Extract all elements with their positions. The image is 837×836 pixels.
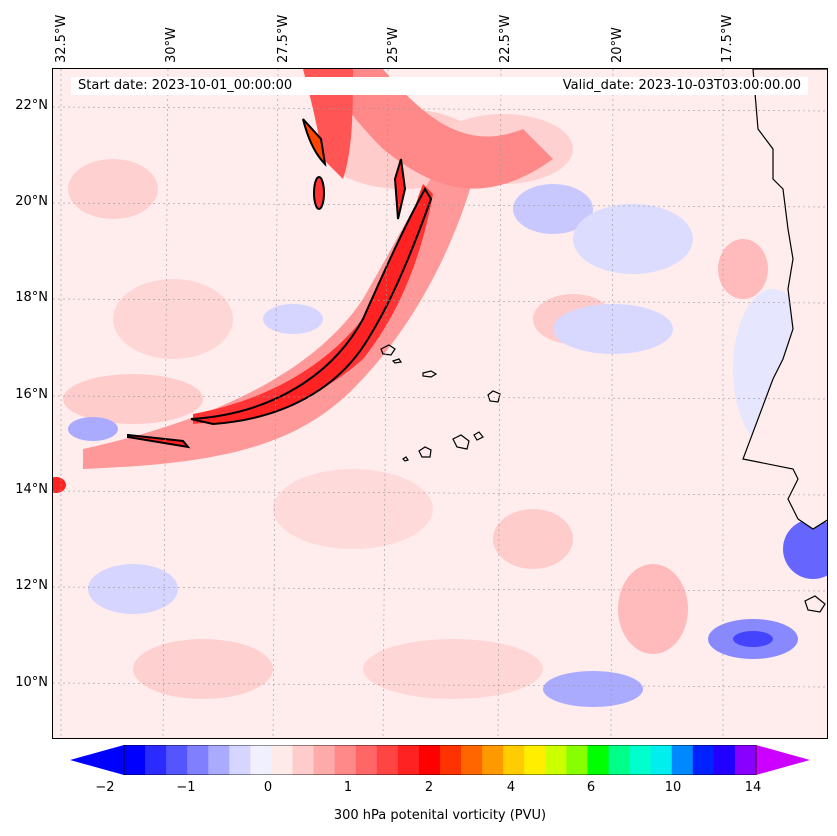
- lon-label-25w: 25°W: [386, 27, 401, 63]
- colorbar-swatch: [692, 745, 715, 775]
- colorbar-swatch: [418, 745, 441, 775]
- pv-streamer: [53, 69, 553, 493]
- colorbar-tick-3: 1: [343, 780, 353, 795]
- colorbar-swatch: [145, 745, 167, 775]
- colorbar-swatch: [587, 745, 610, 775]
- map-panel: [52, 68, 828, 739]
- pv-contour-map: [53, 69, 827, 738]
- colorbar-swatch: [271, 745, 294, 775]
- colorbar-tick-2: 0: [263, 780, 273, 795]
- colorbar-swatch: [208, 745, 230, 775]
- colorbar-tick-7: 10: [664, 780, 682, 795]
- africa-coastline: [742, 69, 827, 530]
- colorbar-swatch: [482, 745, 504, 775]
- colorbar-swatch: [376, 745, 399, 775]
- lat-label-20n: 20°N: [15, 194, 48, 209]
- colorbar-swatch: [187, 745, 209, 775]
- colorbar-swatch: [461, 745, 483, 775]
- colorbar-tick-5: 4: [506, 780, 516, 795]
- lat-label-16n: 16°N: [15, 387, 48, 402]
- lon-label-20w: 20°W: [610, 27, 625, 63]
- start-date-text: Start date: 2023-10-01_00:00:00: [78, 78, 293, 93]
- colorbar-swatch: [397, 745, 420, 775]
- colorbar-tick-4: 2: [424, 780, 434, 795]
- lon-label-30w: 30°W: [164, 27, 179, 63]
- lat-label-10n: 10°N: [15, 675, 48, 690]
- colorbar-swatch: [292, 745, 315, 775]
- map-gridlines: [53, 69, 827, 738]
- colorbar-swatches: [124, 745, 757, 775]
- colorbar-swatch: [524, 745, 546, 775]
- colorbar-tick-6: 6: [586, 780, 596, 795]
- colorbar-swatch: [229, 745, 251, 775]
- lat-label-14n: 14°N: [15, 482, 48, 497]
- colorbar-extend-high: [756, 745, 810, 775]
- colorbar-swatch: [734, 745, 757, 775]
- colorbar-swatch: [629, 745, 652, 775]
- colorbar-tick-0: −2: [95, 780, 115, 795]
- colorbar-swatch: [313, 745, 336, 775]
- lon-label-17-5w: 17.5°W: [720, 14, 735, 63]
- colorbar-label: 300 hPa potenital vorticity (PVU): [333, 808, 547, 823]
- info-bar: Start date: 2023-10-01_00:00:00 Valid_da…: [71, 77, 808, 95]
- lon-label-27-5w: 27.5°W: [276, 14, 291, 63]
- lon-label-32-5w: 32.5°W: [54, 14, 69, 63]
- colorbar-swatch: [124, 745, 146, 775]
- colorbar-extend-low: [70, 745, 124, 775]
- colorbar-swatch: [250, 745, 272, 775]
- colorbar-swatch: [334, 745, 357, 775]
- lat-label-22n: 22°N: [15, 98, 48, 113]
- colorbar-swatch: [166, 745, 188, 775]
- lat-label-18n: 18°N: [15, 290, 48, 305]
- colorbar-swatch: [355, 745, 378, 775]
- colorbar-swatch: [545, 745, 567, 775]
- colorbar-swatch: [608, 745, 631, 775]
- colorbar-swatch: [566, 745, 588, 775]
- colorbar-swatch: [503, 745, 525, 775]
- colorbar-outline: [123, 745, 757, 775]
- colorbar-swatch: [713, 745, 736, 775]
- valid-date-text: Valid_date: 2023-10-03T03:00:00.00: [562, 78, 801, 93]
- lon-label-22-5w: 22.5°W: [498, 14, 513, 63]
- colorbar-swatch: [650, 745, 673, 775]
- lat-label-12n: 12°N: [15, 578, 48, 593]
- colorbar-tick-1: −1: [176, 780, 196, 795]
- colorbar: [70, 745, 810, 775]
- colorbar-swatch: [440, 745, 462, 775]
- colorbar-swatch: [671, 745, 694, 775]
- bijagos-islands: [804, 595, 826, 613]
- colorbar-tick-8: 14: [744, 780, 762, 795]
